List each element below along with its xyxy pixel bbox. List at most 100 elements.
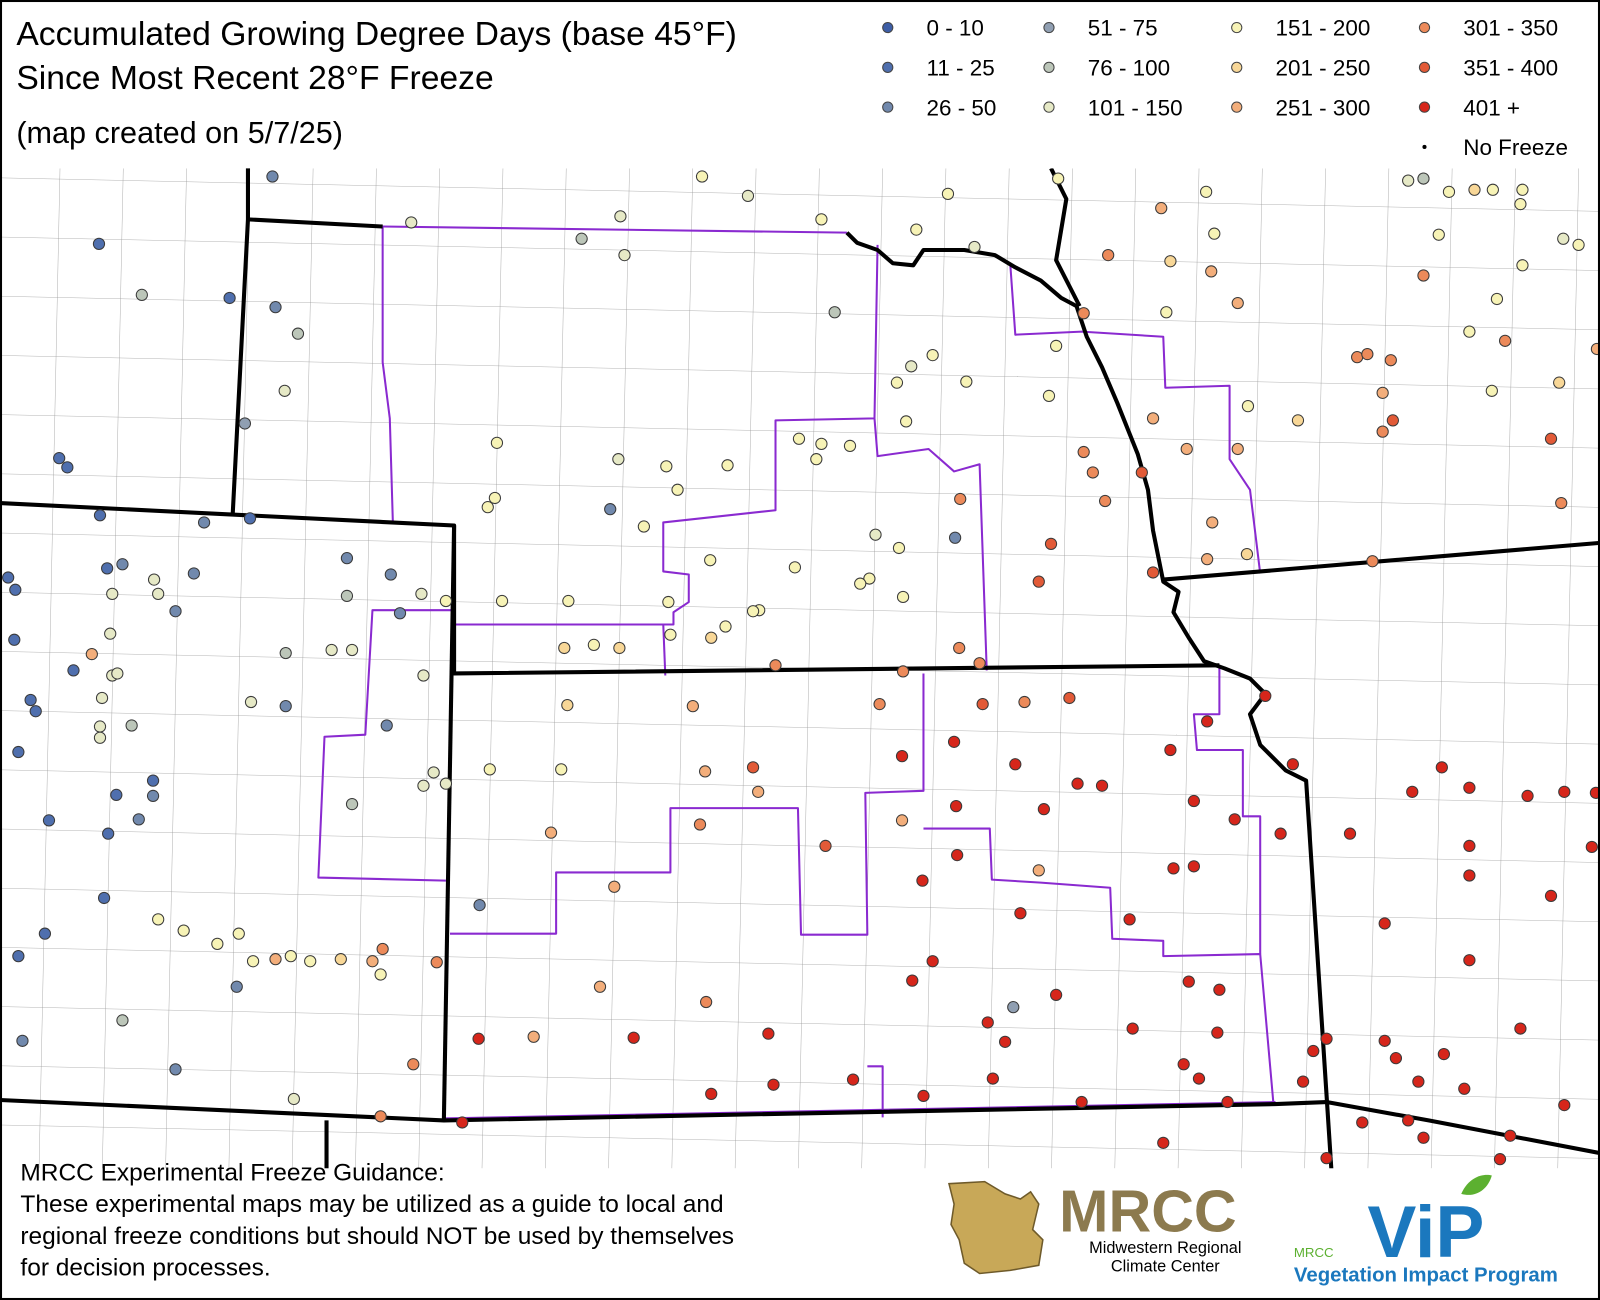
station-dot bbox=[968, 240, 981, 254]
station-dot bbox=[177, 924, 190, 937]
station-dot bbox=[954, 492, 967, 506]
station-dot bbox=[1544, 432, 1558, 445]
station-dot bbox=[405, 216, 418, 229]
station-dot bbox=[1102, 248, 1115, 262]
station-dot bbox=[854, 577, 867, 590]
vip-wordmark: ViP bbox=[1367, 1190, 1484, 1273]
station-dot bbox=[1558, 785, 1571, 798]
station-dot bbox=[95, 691, 109, 705]
legend-symbol bbox=[1043, 21, 1055, 34]
station-dot bbox=[1378, 917, 1391, 930]
vip-name: Vegetation Impact Program bbox=[1294, 1265, 1558, 1287]
station-dot bbox=[278, 384, 291, 397]
station-dot bbox=[941, 187, 955, 200]
station-dot bbox=[608, 880, 621, 893]
station-dot bbox=[345, 643, 359, 657]
station-dot bbox=[637, 520, 650, 533]
legend-label: No Freeze bbox=[1463, 135, 1568, 160]
station-dot bbox=[746, 761, 760, 774]
station-dot bbox=[1463, 869, 1476, 882]
station-dot bbox=[197, 516, 211, 529]
station-dot bbox=[169, 605, 182, 618]
station-dot bbox=[561, 698, 574, 712]
station-dot bbox=[1071, 777, 1084, 790]
station-dot bbox=[1498, 334, 1512, 347]
station-dot bbox=[1442, 185, 1456, 198]
station-dot bbox=[1307, 1044, 1320, 1058]
station-dot bbox=[495, 594, 509, 608]
station-dot bbox=[147, 573, 161, 586]
station-dot bbox=[1208, 227, 1221, 240]
footer-line: These experimental maps may be utilized … bbox=[20, 1191, 723, 1218]
station-dot bbox=[895, 814, 909, 827]
station-dot bbox=[788, 561, 802, 574]
station-dot bbox=[1486, 183, 1499, 196]
station-dot bbox=[815, 437, 828, 450]
station-dot bbox=[544, 826, 558, 839]
station-dot bbox=[562, 594, 575, 608]
station-dot bbox=[132, 813, 145, 826]
station-dot bbox=[269, 953, 282, 966]
station-dot bbox=[900, 415, 913, 428]
station-dot bbox=[1018, 695, 1031, 709]
legend-symbol bbox=[1418, 61, 1431, 73]
station-dot bbox=[948, 531, 962, 544]
station-dot bbox=[896, 590, 910, 604]
legend-label: 251 - 300 bbox=[1276, 95, 1371, 120]
station-dot bbox=[116, 1014, 129, 1027]
station-dot bbox=[815, 213, 828, 226]
station-dot bbox=[664, 628, 677, 641]
legend-symbol bbox=[1043, 101, 1055, 113]
station-dot bbox=[1521, 789, 1534, 803]
station-dot bbox=[613, 641, 626, 655]
station-dot bbox=[9, 583, 22, 596]
station-dot bbox=[1320, 1152, 1333, 1165]
station-dot bbox=[976, 697, 989, 711]
state-boundaries bbox=[0, 168, 1600, 1169]
station-dot bbox=[334, 953, 347, 966]
station-dot bbox=[1463, 325, 1476, 338]
legend-symbol bbox=[1418, 21, 1431, 34]
station-dot bbox=[1389, 1052, 1403, 1065]
station-dot bbox=[1063, 691, 1076, 705]
station-dot bbox=[304, 955, 317, 968]
station-dot bbox=[587, 638, 600, 652]
created-date: (map created on 5/7/25) bbox=[16, 116, 343, 150]
station-dot bbox=[752, 785, 765, 798]
station-dot bbox=[890, 376, 904, 389]
station-dot bbox=[1468, 183, 1481, 196]
station-dot bbox=[472, 1032, 485, 1045]
station-dot bbox=[1240, 547, 1254, 561]
station-dot bbox=[873, 697, 886, 711]
station-dot bbox=[488, 491, 502, 505]
station-dot bbox=[16, 1034, 29, 1047]
station-dot bbox=[741, 189, 755, 203]
station-dot bbox=[1164, 743, 1177, 757]
station-dot bbox=[279, 646, 292, 660]
station-dot bbox=[1187, 860, 1200, 873]
station-dot bbox=[1557, 232, 1570, 245]
station-dot bbox=[1077, 445, 1090, 459]
station-dot bbox=[916, 874, 929, 887]
station-dot bbox=[792, 432, 806, 445]
station-dot bbox=[1160, 306, 1173, 319]
station-dot bbox=[555, 763, 568, 776]
legend-label: 76 - 100 bbox=[1088, 56, 1170, 81]
station-dot bbox=[287, 1092, 300, 1106]
station-dot bbox=[1042, 389, 1056, 403]
station-dot bbox=[695, 170, 709, 183]
station-dot bbox=[93, 720, 107, 733]
legend-label: 301 - 350 bbox=[1463, 16, 1558, 41]
station-dot bbox=[1437, 1047, 1450, 1061]
station-dot bbox=[169, 1063, 182, 1076]
station-dot bbox=[152, 913, 165, 926]
legend-symbol bbox=[1422, 144, 1427, 149]
legend-label: 0 - 10 bbox=[927, 16, 984, 41]
station-dot bbox=[660, 460, 673, 473]
station-dot bbox=[863, 572, 876, 585]
station-dot bbox=[998, 1035, 1012, 1048]
station-dot bbox=[1075, 1095, 1088, 1109]
station-dot bbox=[125, 719, 138, 732]
station-dot bbox=[152, 587, 165, 600]
